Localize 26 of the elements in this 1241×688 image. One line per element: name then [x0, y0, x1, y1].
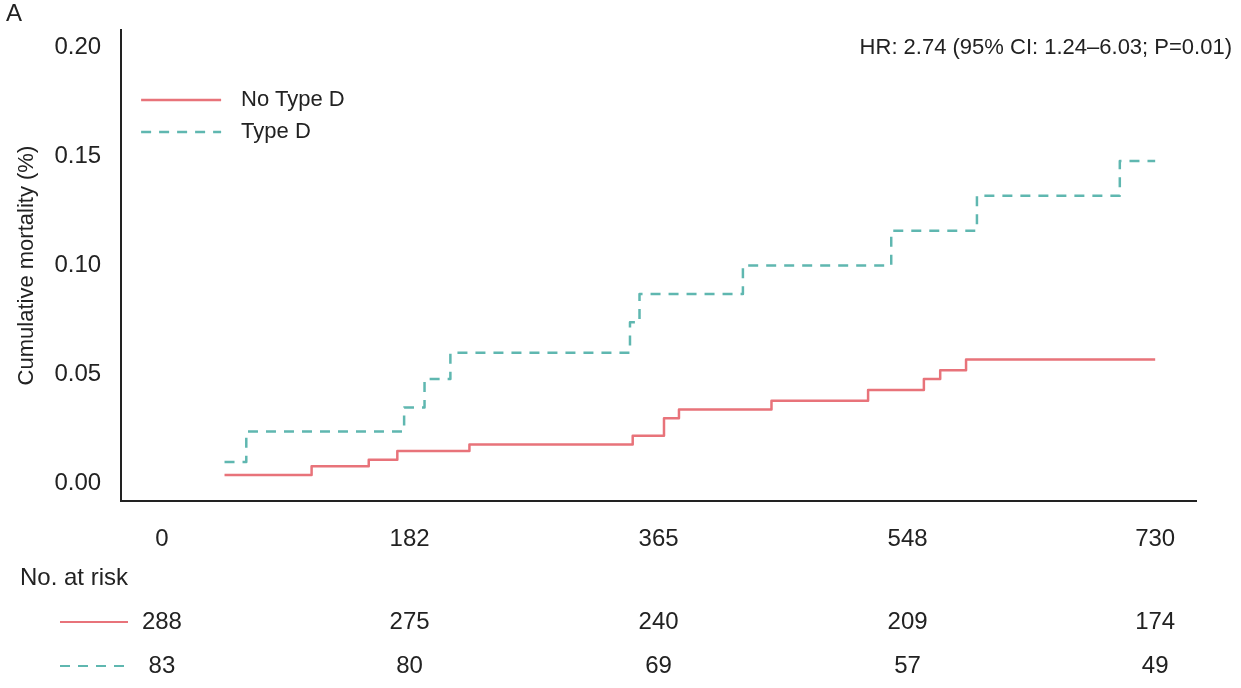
text: 240: [638, 606, 679, 634]
annotation: HR: 2.74 (95% CI: 1.24–6.03; P=0.01): [859, 34, 1232, 60]
x-tick-label: 0: [155, 524, 169, 552]
text: 275: [389, 606, 430, 634]
y-axis-title: Cumulative mortality (%): [13, 145, 39, 386]
y-tick-label: 0.10: [54, 250, 102, 278]
legend-label: Type D: [241, 118, 311, 144]
y-tick-label: 0.00: [54, 468, 102, 496]
x-tick-label: 730: [1135, 524, 1176, 552]
y-tick-label: 0.15: [54, 141, 102, 169]
text: A: [6, 0, 23, 26]
text: 49: [1141, 650, 1169, 678]
x-tick-label: 182: [389, 524, 430, 552]
legend-label: No Type D: [241, 86, 345, 112]
x-tick-label: 548: [887, 524, 928, 552]
y-tick-label: 0.05: [54, 359, 102, 387]
text: No. at risk: [20, 562, 130, 590]
text: 209: [887, 606, 928, 634]
text: 69: [645, 650, 672, 678]
text: 174: [1135, 606, 1176, 634]
y-tick-label: 0.20: [54, 32, 102, 60]
text: 57: [894, 650, 921, 678]
text: 83: [148, 650, 176, 678]
x-tick-label: 365: [638, 524, 679, 552]
text: 80: [396, 650, 423, 678]
text: 288: [141, 606, 182, 634]
